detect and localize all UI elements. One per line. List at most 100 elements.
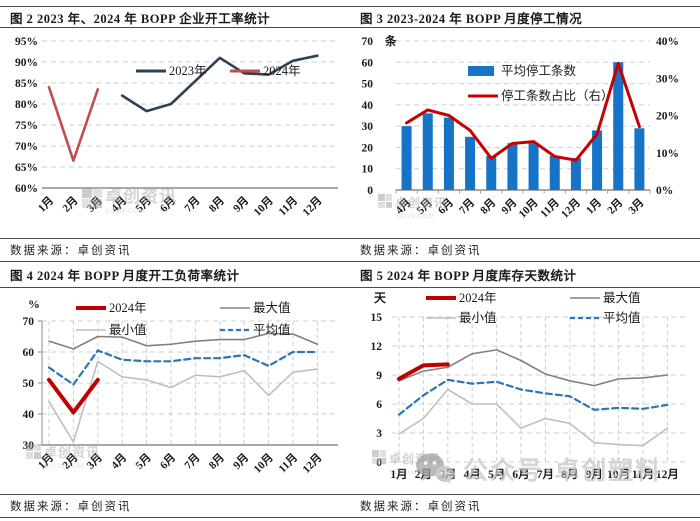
svg-text:95%: 95% [15, 36, 38, 48]
svg-text:20%: 20% [656, 111, 679, 123]
svg-text:60: 60 [23, 347, 35, 359]
svg-text:40: 40 [23, 409, 35, 421]
svg-text:1月: 1月 [583, 196, 604, 217]
svg-text:1月: 1月 [35, 451, 56, 472]
x-axis-labels: 1月 2月 3月 4月 5月 6月 7月 8月 9月 10月 11月 12月 [35, 451, 324, 476]
svg-text:11月: 11月 [538, 196, 562, 220]
svg-text:3月: 3月 [84, 451, 105, 472]
svg-text:12月: 12月 [558, 196, 583, 221]
svg-text:1月: 1月 [390, 468, 407, 481]
legend-swatch [468, 66, 494, 76]
svg-text:最小值: 最小值 [459, 310, 497, 325]
fig5-title: 图 5 2024 年 BOPP 月度库存天数统计 [360, 269, 577, 283]
title-row-1: 图 2 2023 年、2024 年 BOPP 企业开工率统计 图 3 2023-… [0, 6, 700, 28]
svg-text:9月: 9月 [499, 196, 520, 217]
svg-text:3: 3 [376, 428, 382, 440]
svg-text:12: 12 [371, 341, 383, 353]
svg-text:5月: 5月 [414, 196, 435, 217]
fig3-shutdown-chart: 0 10 20 30 40 50 60 70 条 0% 10% 20% 30% 40% 4月 5月 6月 7月 8月… [362, 34, 680, 221]
svg-text:30%: 30% [656, 73, 679, 85]
x-axis-labels: 1月 2月 3月 4月 5月 6月 7月 8月 9月 10月 11月 12月 [390, 468, 679, 481]
svg-text:12月: 12月 [300, 451, 325, 476]
svg-text:3月: 3月 [626, 196, 647, 217]
svg-text:4月: 4月 [393, 196, 414, 217]
svg-text:10月: 10月 [516, 196, 541, 221]
fig3-source: 数据来源：卓创资讯 [360, 245, 482, 257]
svg-text:2月: 2月 [605, 196, 626, 217]
x-axis-labels: 1月 2月 3月 4月 5月 6月 7月 8月 9月 10月 11月 12月 [35, 194, 324, 219]
svg-text:4月: 4月 [108, 194, 129, 215]
svg-text:3月: 3月 [439, 468, 456, 481]
series-line [397, 362, 450, 381]
svg-text:7月: 7月 [182, 194, 203, 215]
svg-text:6月: 6月 [512, 468, 529, 481]
series-line [120, 54, 319, 113]
svg-text:9月: 9月 [230, 194, 251, 215]
y-axis-grid: 60% 65% 70% 75% 80% 85% 90% 95% [15, 36, 338, 195]
svg-text:0: 0 [376, 457, 382, 469]
svg-text:3月: 3月 [84, 194, 105, 215]
y-axis-grid: 0 3 6 9 12 15 [371, 312, 688, 469]
svg-text:11月: 11月 [276, 194, 300, 218]
svg-text:5月: 5月 [133, 451, 154, 472]
svg-text:2024年: 2024年 [109, 301, 147, 315]
series-line [397, 378, 669, 416]
svg-text:最大值: 最大值 [253, 300, 291, 315]
series-line [405, 61, 641, 162]
svg-text:85%: 85% [15, 78, 38, 90]
source-row-2: 数据来源：卓创资讯 数据来源：卓创资讯 [0, 494, 700, 518]
axis-ticks [395, 190, 651, 194]
svg-text:5月: 5月 [133, 194, 154, 215]
svg-text:8月: 8月 [206, 194, 227, 215]
svg-text:30: 30 [362, 121, 374, 133]
fig4-title: 图 4 2024 年 BOPP 月度开工负荷率统计 [10, 269, 240, 283]
svg-text:0%: 0% [656, 185, 673, 197]
fig2-cell: 60% 65% 70% 75% 80% 85% 90% 95% 1月 2月 3月 4月 5月 6月 7月 8月… [0, 28, 350, 238]
svg-text:6月: 6月 [435, 196, 456, 217]
svg-text:8月: 8月 [206, 451, 227, 472]
bars [401, 62, 645, 190]
title-row-2: 图 4 2024 年 BOPP 月度开工负荷率统计 图 5 2024 年 BOP… [0, 262, 700, 288]
svg-text:2024年: 2024年 [459, 291, 497, 305]
series-line [398, 388, 669, 447]
svg-text:7月: 7月 [182, 451, 203, 472]
svg-text:6月: 6月 [157, 451, 178, 472]
svg-text:10月: 10月 [607, 468, 630, 481]
svg-text:2月: 2月 [60, 451, 81, 472]
svg-text:70: 70 [362, 36, 374, 48]
svg-text:15: 15 [371, 312, 383, 324]
fig5-cell: 0 3 6 9 12 15 天 1月 2月 3月 4月 5月 6月 7月 8月 9月 10月 11月 12月 2024… [350, 288, 700, 494]
fig2-operating-rate-chart: 60% 65% 70% 75% 80% 85% 90% 95% 1月 2月 3月 4月 5月 6月 7月 8月… [15, 36, 338, 219]
fig2-source: 数据来源：卓创资讯 [10, 245, 132, 257]
svg-text:%: % [28, 297, 40, 311]
svg-text:11月: 11月 [276, 451, 300, 475]
y-axis-grid: 30 40 50 60 70 [23, 316, 338, 452]
svg-text:4月: 4月 [108, 451, 129, 472]
svg-text:60: 60 [362, 57, 374, 69]
svg-text:10月: 10月 [251, 451, 276, 476]
svg-text:7月: 7月 [456, 196, 477, 217]
svg-text:8月: 8月 [478, 196, 499, 217]
svg-text:70%: 70% [15, 141, 38, 153]
series-line [48, 332, 319, 350]
svg-text:1月: 1月 [35, 194, 56, 215]
svg-text:最大值: 最大值 [603, 290, 641, 305]
svg-text:4月: 4月 [464, 468, 481, 481]
svg-text:80%: 80% [15, 99, 38, 111]
svg-text:10: 10 [362, 164, 374, 176]
fig3-cell: 0 10 20 30 40 50 60 70 条 0% 10% 20% 30% 40% 4月 5月 6月 7月 8月… [350, 28, 700, 238]
svg-text:5月: 5月 [488, 468, 505, 481]
fig4-load-rate-chart: 30 40 50 60 70% 1月 2月 3月 4月 5月 6月 7月 8月 9月 10月 11月 12月 20… [23, 297, 338, 476]
svg-text:2023年: 2023年 [169, 64, 207, 78]
charts-row-2: 30 40 50 60 70% 1月 2月 3月 4月 5月 6月 7月 8月 9月 10月 11月 12月 20… [0, 288, 700, 494]
svg-text:6月: 6月 [157, 194, 178, 215]
fig4-source: 数据来源：卓创资讯 [10, 501, 132, 513]
svg-text:12月: 12月 [300, 194, 325, 219]
svg-text:7月: 7月 [537, 468, 554, 481]
svg-text:50: 50 [362, 79, 374, 91]
svg-text:65%: 65% [15, 162, 38, 174]
